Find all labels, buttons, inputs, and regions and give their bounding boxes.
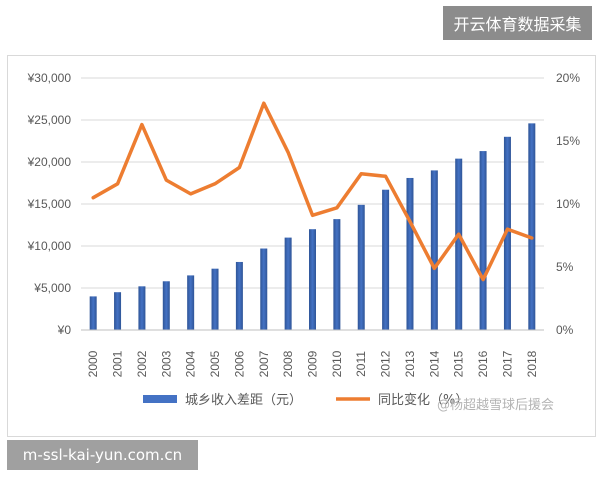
y-left-tick-label: ¥15,000 — [27, 197, 72, 211]
x-tick-label: 2005 — [208, 350, 222, 377]
x-tick-label: 2001 — [111, 350, 125, 377]
bar — [114, 292, 122, 330]
x-tick-label: 2016 — [476, 350, 490, 377]
bar — [162, 281, 170, 330]
y-right-tick-label: 15% — [556, 134, 580, 148]
y-right-tick-label: 10% — [556, 197, 580, 211]
x-tick-label: 2009 — [306, 350, 320, 377]
x-tick-label: 2018 — [525, 350, 539, 377]
x-tick-label: 2006 — [232, 350, 246, 377]
bar — [333, 219, 341, 330]
x-tick-label: 2013 — [403, 350, 417, 377]
bar — [382, 189, 390, 330]
bar — [357, 204, 365, 330]
y-left-tick-label: ¥10,000 — [27, 239, 72, 253]
y-right-tick-label: 20% — [556, 71, 580, 85]
y-left-tick-label: ¥5,000 — [33, 281, 71, 295]
x-tick-label: 2003 — [159, 350, 173, 377]
legend-label-bar: 城乡收入差距（元） — [185, 393, 302, 408]
x-tick-label: 2012 — [379, 350, 393, 377]
bar — [260, 248, 268, 330]
x-tick-label: 2014 — [427, 350, 441, 377]
x-tick-label: 2015 — [452, 350, 466, 377]
chart-frame: ¥0 ¥5,000 ¥10,000 ¥15,000 ¥20,000 ¥25,000 ¥30,… — [7, 55, 596, 437]
y-left-tick-label: ¥25,000 — [27, 113, 72, 127]
bar — [309, 229, 316, 330]
bar — [138, 286, 146, 330]
bar — [406, 177, 414, 330]
x-tick-label: 2004 — [184, 350, 198, 377]
bar — [211, 268, 219, 330]
x-tick-label: 2007 — [257, 350, 271, 377]
x-tick-label: 2017 — [500, 350, 514, 377]
y-left-tick-label: ¥30,000 — [27, 71, 72, 85]
y-left-tick-label: ¥20,000 — [27, 155, 72, 169]
bar — [528, 123, 536, 330]
x-tick-label: 2000 — [86, 350, 100, 377]
bar — [284, 237, 292, 330]
bar — [455, 158, 463, 330]
line-series — [91, 101, 534, 282]
y-right-tick-label: 0% — [556, 323, 574, 337]
bar — [235, 261, 243, 330]
bar — [503, 136, 511, 330]
y-left-tick-label: ¥0 — [57, 323, 72, 337]
bar — [430, 170, 438, 330]
x-tick-label: 2010 — [330, 350, 344, 377]
legend-label-line: 同比变化（%） — [378, 392, 468, 408]
x-tick-label: 2002 — [135, 350, 149, 377]
overlay-banner-bottom: m-ssl-kai-yun.com.cn — [7, 440, 198, 470]
combo-chart: ¥0 ¥5,000 ¥10,000 ¥15,000 ¥20,000 ¥25,000 ¥30,… — [27, 71, 581, 408]
x-tick-label: 2008 — [281, 350, 295, 377]
legend-swatch-bar — [143, 395, 177, 403]
overlay-banner-top: 开云体育数据采集 — [443, 6, 592, 40]
bar — [187, 275, 195, 330]
bar — [479, 151, 487, 330]
watermark-text: @杨超越雪球后援会 — [437, 398, 555, 413]
y-right-tick-label: 5% — [556, 260, 574, 274]
bar — [89, 296, 97, 330]
x-tick-label: 2011 — [354, 351, 368, 377]
